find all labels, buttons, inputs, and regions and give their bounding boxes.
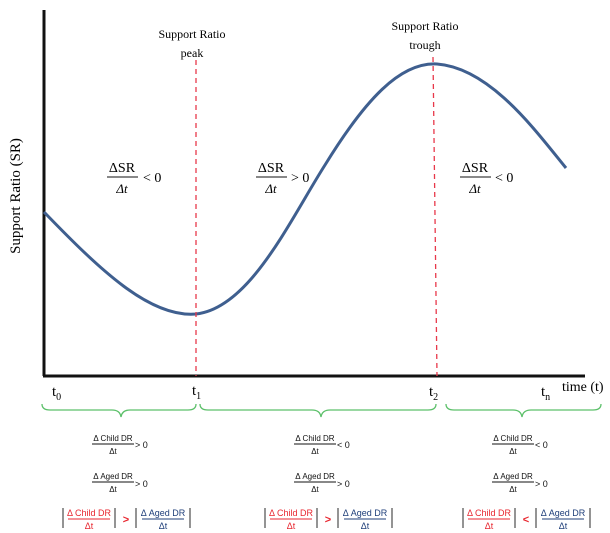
peak-marker-label-line1: Support Ratio	[158, 27, 225, 41]
trough-marker-line	[432, 56, 438, 377]
trough-marker-label-line1: Support Ratio	[391, 19, 458, 33]
slope-sign: < 0	[495, 171, 513, 186]
aged-dr-relation: > 0	[535, 479, 548, 489]
slope-sign: < 0	[143, 171, 161, 186]
aged-dr-abs-denominator: Δt	[159, 521, 168, 531]
phase-brace-1	[41, 403, 197, 418]
slope-annotation-2: ΔSR Δt > 0	[256, 161, 309, 196]
child-dr-abs-numerator: Δ Child DR	[269, 508, 314, 518]
child-dr-relation: < 0	[535, 440, 548, 450]
phase-brace-2	[199, 403, 437, 418]
aged-dr-condition-denominator: Δt	[311, 485, 319, 494]
phase-brace-3	[445, 403, 602, 418]
slope-numerator: ΔSR	[109, 161, 136, 176]
support-ratio-curve	[42, 62, 568, 316]
aged-dr-condition-numerator: Δ Aged DR	[295, 472, 335, 481]
aged-dr-abs-denominator: Δt	[361, 521, 370, 531]
aged-dr-abs-denominator: Δt	[559, 521, 568, 531]
aged-dr-abs-numerator: Δ Aged DR	[141, 508, 186, 518]
aged-dr-relation: > 0	[135, 479, 148, 489]
child-dr-abs-denominator: Δt	[287, 521, 296, 531]
peak-marker-label-line2: peak	[181, 46, 204, 60]
child-dr-condition-numerator: Δ Child DR	[93, 434, 132, 443]
aged-dr-condition-denominator: Δt	[109, 485, 117, 494]
aged-dr-condition-numerator: Δ Aged DR	[493, 472, 533, 481]
trough-marker-label-line2: trough	[409, 38, 440, 52]
time-tick-tn: tn	[541, 384, 550, 403]
slope-annotation-1: ΔSR Δt < 0	[107, 161, 161, 196]
child-dr-abs-denominator: Δt	[485, 521, 494, 531]
slope-denominator: Δt	[468, 181, 481, 196]
slope-denominator: Δt	[115, 181, 128, 196]
child-dr-condition-numerator: Δ Child DR	[493, 434, 532, 443]
child-dr-relation: > 0	[135, 440, 148, 450]
time-tick-t0: t0	[52, 384, 61, 403]
comparison-operator: >	[325, 514, 331, 526]
child-dr-abs-numerator: Δ Child DR	[67, 508, 112, 518]
time-tick-t2: t2	[429, 384, 438, 403]
aged-dr-abs-numerator: Δ Aged DR	[343, 508, 388, 518]
slope-sign: > 0	[291, 171, 309, 186]
comparison-operator: >	[123, 514, 129, 526]
comparison-operator: <	[523, 514, 529, 526]
child-dr-condition-denominator: Δt	[509, 447, 517, 456]
slope-numerator: ΔSR	[258, 161, 285, 176]
y-axis-label: Support Ratio (SR)	[8, 138, 24, 254]
slope-annotation-3: ΔSR Δt < 0	[460, 161, 513, 196]
child-dr-condition-denominator: Δt	[109, 447, 117, 456]
slope-denominator: Δt	[264, 181, 277, 196]
x-axis-label: time (t)	[562, 380, 604, 395]
aged-dr-condition-denominator: Δt	[509, 485, 517, 494]
aged-dr-abs-numerator: Δ Aged DR	[541, 508, 586, 518]
child-dr-condition-numerator: Δ Child DR	[295, 434, 334, 443]
aged-dr-relation: > 0	[337, 479, 350, 489]
aged-dr-condition-numerator: Δ Aged DR	[93, 472, 133, 481]
child-dr-abs-numerator: Δ Child DR	[467, 508, 512, 518]
child-dr-condition-denominator: Δt	[311, 447, 319, 456]
child-dr-abs-denominator: Δt	[85, 521, 94, 531]
child-dr-relation: < 0	[337, 440, 350, 450]
time-tick-t1: t1	[192, 383, 201, 402]
slope-numerator: ΔSR	[462, 161, 489, 176]
